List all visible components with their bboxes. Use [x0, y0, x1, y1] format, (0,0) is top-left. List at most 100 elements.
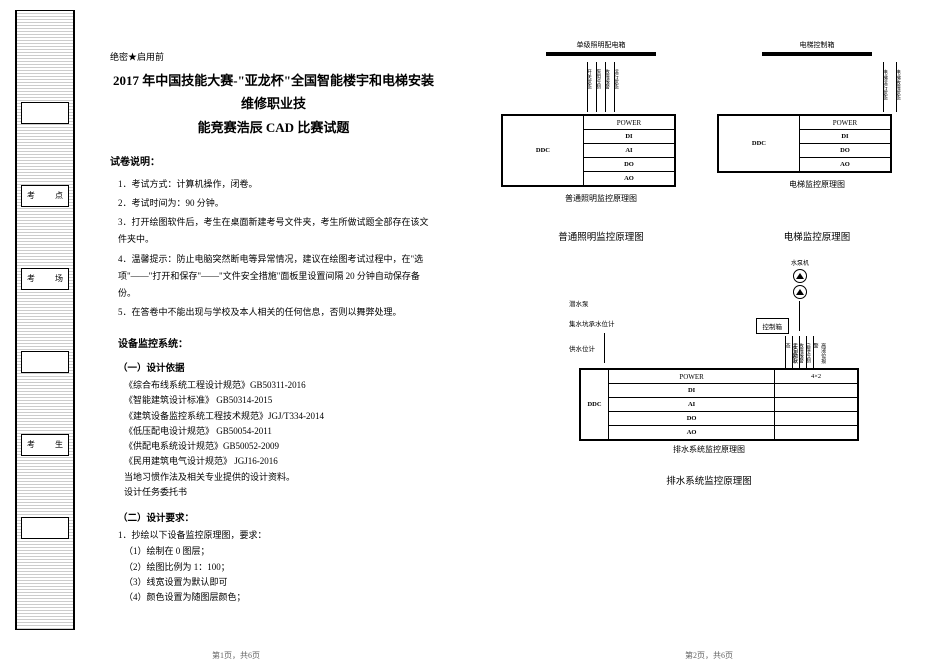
- drainage-canvas: 水泵机 潜水泵 集水坑承水位计 供水位计 控制箱 手自动状态 运行状态 故障报警: [549, 258, 869, 438]
- page-container: 考 点 考 场 考 生 绝密★启用前 2017 年中国技能大赛-"亚龙杯"全国智…: [0, 0, 945, 669]
- small-caption: 普通照明监控原理图: [501, 193, 701, 204]
- spec-item: 《低压配电设计规范》 GB50054-2011: [124, 424, 437, 439]
- ddc-label: DDC: [719, 116, 800, 172]
- vertical-lines: 电梯运行状态 电梯故障状态: [717, 62, 917, 112]
- vline: [604, 333, 605, 363]
- spec-item: 《智能建筑设计标准》 GB50314-2015: [124, 393, 437, 408]
- drain-42: 4×2: [775, 370, 858, 384]
- ddc-row: AO: [583, 172, 674, 186]
- power-label: POWER: [583, 116, 674, 130]
- vline: 启停控制: [806, 336, 807, 368]
- ddc-row: DI: [799, 130, 890, 144]
- main-title: 2017 年中国技能大赛-"亚龙杯"全国智能楼宇和电梯安装维修职业技 能竞赛浩辰…: [110, 69, 437, 139]
- ddc-cell: [775, 426, 858, 440]
- vline: 电梯故障状态: [896, 62, 897, 112]
- vline-label: 开关状态: [585, 69, 593, 89]
- ddc-cell: [775, 384, 858, 398]
- left-page: 考 点 考 场 考 生 绝密★启用前 2017 年中国技能大赛-"亚龙杯"全国智…: [0, 0, 473, 669]
- vline-label: 高液位报警: [811, 343, 826, 366]
- ddc-cell: [775, 412, 858, 426]
- vline: [799, 301, 800, 331]
- spec-list: 《综合布线系统工程设计规范》GB50311-2016 《智能建筑设计标准》 GB…: [118, 378, 437, 500]
- vline: 高液位报警: [813, 336, 814, 368]
- req-item: （4）颜色设置为随图层颜色；: [124, 590, 437, 605]
- ddc-row: AI: [609, 398, 775, 412]
- vline: 电梯运行状态: [883, 62, 884, 112]
- ddc-label: DDC: [581, 370, 609, 440]
- vline: 开关状态: [587, 62, 588, 112]
- exam-notes-label: 试卷说明：: [110, 153, 437, 168]
- ddc-row: DO: [799, 144, 890, 158]
- small-caption: 排水系统监控原理图: [673, 444, 745, 455]
- big-caption: 排水系统监控原理图: [666, 473, 752, 487]
- req-intro: 1．抄绘以下设备监控原理图，要求：: [118, 528, 437, 541]
- binding-blank: [21, 351, 69, 373]
- big-caption: 普通照明监控原理图: [501, 229, 701, 243]
- diagram-row-top: 单级照明配电箱 开关状态 照明控制 故障报警 运行状态 DDCPOWER DI …: [493, 40, 925, 204]
- ddc-row: DI: [583, 130, 674, 144]
- pump-icon: [793, 269, 807, 283]
- binding-cell-1: 考 点: [21, 185, 69, 207]
- binding-label: 生: [55, 439, 63, 450]
- vline-label: 照明控制: [594, 69, 602, 89]
- confidential-label: 绝密★启用前: [110, 50, 437, 63]
- ddc-box: DDCPOWER DI DO AO: [717, 114, 892, 173]
- thick-bar: [762, 52, 872, 56]
- spec-item: 当地习惯作法及相关专业提供的设计资料。: [124, 470, 437, 485]
- pump-group: 水泵机: [791, 258, 809, 331]
- vline-label: 电梯故障状态: [894, 70, 902, 101]
- requirements-section: （二）设计要求： 1．抄绘以下设备监控原理图，要求： （1）绘制在 0 图层； …: [118, 510, 437, 605]
- ddc-row: AO: [799, 158, 890, 172]
- binding-strip: 考 点 考 场 考 生: [15, 10, 75, 630]
- vline: 照明控制: [596, 62, 597, 112]
- caption-row: 普通照明监控原理图 电梯监控原理图: [493, 219, 925, 243]
- vline: 故障报警: [799, 336, 800, 368]
- vertical-lines: 开关状态 照明控制 故障报警 运行状态: [501, 62, 701, 112]
- req-item: （1）绘制在 0 图层；: [124, 544, 437, 559]
- ddc-row: DO: [583, 158, 674, 172]
- vline: 运行状态: [614, 62, 615, 112]
- power-label: POWER: [609, 370, 775, 384]
- drain-tank-label: 集水坑承水位计: [569, 318, 615, 328]
- right-page: 单级照明配电箱 开关状态 照明控制 故障报警 运行状态 DDCPOWER DI …: [473, 0, 945, 669]
- binding-blank: [21, 102, 69, 124]
- vline: 手自动状态: [785, 336, 786, 368]
- page-footer-left: 第1页，共6页: [212, 650, 260, 661]
- thick-bar: [546, 52, 656, 56]
- vline-label: 故障报警: [603, 69, 611, 89]
- page-footer-right: 第2页，共6页: [685, 650, 733, 661]
- vline: 运行状态: [792, 336, 793, 368]
- vline-label: 运行状态: [612, 69, 620, 89]
- ddc-cell: [775, 398, 858, 412]
- binding-label: 点: [55, 190, 63, 201]
- drain-left-label: 潜水泵: [569, 298, 589, 308]
- binding-cell-3: 考 生: [21, 434, 69, 456]
- req-item: （2）绘图比例为 1：100；: [124, 560, 437, 575]
- req-list: （1）绘制在 0 图层； （2）绘图比例为 1：100； （3）线宽设置为默认即…: [118, 544, 437, 605]
- req-heading: （二）设计要求：: [118, 510, 437, 524]
- pump-icon: [793, 285, 807, 299]
- system-label: 设备监控系统：: [118, 335, 437, 350]
- ddc-row: DO: [609, 412, 775, 426]
- instruction-item: 1．考试方式：计算机操作，闭卷。: [118, 176, 437, 193]
- pump-label: 水泵机: [791, 258, 809, 267]
- spec-item: 《建筑设备监控系统工程技术规范》JGJ/T334-2014: [124, 409, 437, 424]
- binding-label: 考: [27, 190, 35, 201]
- title-line2: 能竞赛浩辰 CAD 比赛试题: [110, 116, 437, 139]
- spec-item: 《民用建筑电气设计规范》 JGJ16-2016: [124, 454, 437, 469]
- vline-label: 启停控制: [804, 343, 812, 363]
- instruction-item: 3．打开绘图软件后，考生在桌面新建考号文件夹，考生所做试题全部存在该文件夹中。: [118, 214, 437, 248]
- ddc-box: DDCPOWER4×2 DI AI DO AO: [579, 368, 859, 441]
- cap-label: 电梯控制箱: [717, 40, 917, 50]
- binding-label: 场: [55, 273, 63, 284]
- spec-item: 《综合布线系统工程设计规范》GB50311-2016: [124, 378, 437, 393]
- spec-item: 设计任务委托书: [124, 485, 437, 500]
- cap-label: 单级照明配电箱: [501, 40, 701, 50]
- binding-label: 考: [27, 273, 35, 284]
- ddc-row: AO: [609, 426, 775, 440]
- instruction-item: 4．温馨提示：防止电脑突然断电等异常情况，建议在绘图考试过程中，在"选项"——"…: [118, 251, 437, 302]
- control-box: 控制箱: [756, 318, 790, 334]
- content-left: 绝密★启用前 2017 年中国技能大赛-"亚龙杯"全国智能楼宇和电梯安装维修职业…: [110, 10, 452, 605]
- vertical-lines: 手自动状态 运行状态 故障报警 启停控制 高液位报警: [785, 336, 814, 368]
- ddc-row: AI: [583, 144, 674, 158]
